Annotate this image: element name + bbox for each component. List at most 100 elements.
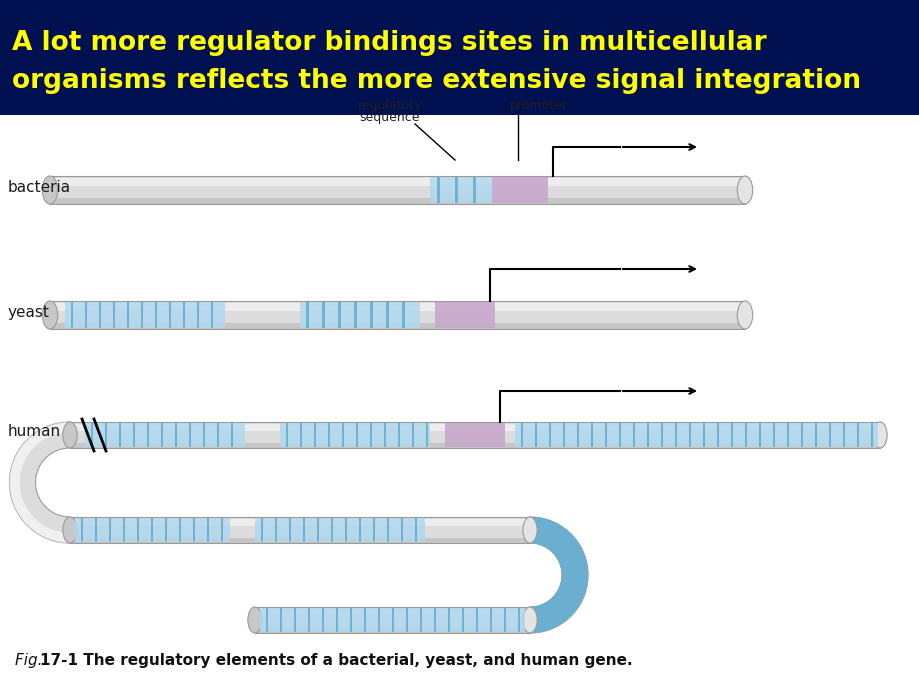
Polygon shape: [540, 604, 550, 629]
Polygon shape: [541, 604, 552, 629]
Polygon shape: [560, 585, 584, 595]
Polygon shape: [536, 518, 542, 544]
Polygon shape: [532, 518, 536, 543]
Polygon shape: [561, 564, 586, 570]
Polygon shape: [556, 592, 578, 607]
Polygon shape: [562, 577, 587, 580]
Polygon shape: [538, 519, 545, 544]
Polygon shape: [561, 560, 585, 567]
Polygon shape: [530, 517, 533, 543]
Polygon shape: [559, 551, 583, 562]
Polygon shape: [562, 574, 587, 575]
Polygon shape: [551, 598, 571, 617]
Polygon shape: [554, 595, 575, 611]
Polygon shape: [562, 577, 587, 580]
Polygon shape: [536, 607, 542, 632]
Polygon shape: [547, 602, 562, 624]
Polygon shape: [534, 607, 539, 633]
Ellipse shape: [42, 176, 58, 204]
Polygon shape: [550, 599, 568, 620]
Polygon shape: [529, 607, 531, 633]
Polygon shape: [562, 567, 587, 572]
Bar: [475, 608, 478, 632]
Bar: [146, 423, 149, 447]
Polygon shape: [562, 571, 587, 574]
Polygon shape: [562, 571, 587, 573]
Polygon shape: [529, 517, 531, 543]
Bar: [122, 518, 125, 542]
Bar: [397, 423, 400, 447]
Polygon shape: [532, 607, 536, 633]
Polygon shape: [537, 519, 544, 544]
Polygon shape: [532, 607, 536, 633]
Bar: [702, 423, 704, 447]
Text: human: human: [8, 424, 61, 440]
Bar: [302, 518, 305, 542]
Polygon shape: [561, 582, 585, 590]
Bar: [425, 423, 427, 447]
Polygon shape: [558, 549, 582, 562]
Polygon shape: [538, 606, 546, 631]
Polygon shape: [550, 599, 568, 620]
Polygon shape: [554, 538, 575, 555]
Polygon shape: [547, 526, 562, 549]
Polygon shape: [543, 604, 555, 628]
Polygon shape: [555, 593, 577, 609]
Polygon shape: [536, 518, 541, 544]
Polygon shape: [562, 572, 587, 574]
Polygon shape: [550, 530, 567, 551]
Polygon shape: [558, 589, 581, 603]
Polygon shape: [561, 582, 585, 590]
Polygon shape: [561, 580, 586, 586]
Polygon shape: [543, 604, 556, 627]
Polygon shape: [559, 553, 584, 564]
Polygon shape: [551, 533, 571, 553]
Polygon shape: [557, 546, 580, 560]
Polygon shape: [535, 607, 541, 632]
Polygon shape: [554, 595, 574, 613]
Polygon shape: [562, 579, 587, 583]
Polygon shape: [559, 586, 584, 598]
Polygon shape: [535, 607, 540, 632]
Polygon shape: [561, 583, 585, 591]
Polygon shape: [550, 600, 567, 620]
Polygon shape: [554, 594, 576, 611]
Bar: [813, 423, 816, 447]
Bar: [383, 423, 386, 447]
Bar: [472, 177, 475, 203]
Ellipse shape: [736, 176, 752, 204]
Polygon shape: [543, 523, 556, 546]
Polygon shape: [551, 598, 571, 617]
Polygon shape: [548, 528, 564, 549]
Polygon shape: [557, 544, 580, 559]
Bar: [307, 608, 310, 632]
Polygon shape: [557, 590, 581, 604]
Polygon shape: [9, 422, 70, 543]
Polygon shape: [561, 579, 587, 584]
Polygon shape: [561, 582, 586, 589]
Bar: [515, 423, 877, 447]
Polygon shape: [550, 531, 568, 551]
Polygon shape: [548, 528, 564, 549]
Polygon shape: [560, 555, 584, 564]
Polygon shape: [553, 595, 574, 613]
Polygon shape: [538, 519, 546, 544]
Polygon shape: [559, 586, 584, 597]
Polygon shape: [559, 586, 584, 597]
Bar: [221, 518, 223, 542]
Polygon shape: [550, 531, 569, 551]
Polygon shape: [562, 575, 587, 578]
Polygon shape: [534, 518, 539, 544]
Polygon shape: [544, 524, 558, 547]
Polygon shape: [536, 518, 542, 544]
Polygon shape: [542, 604, 553, 629]
Bar: [800, 423, 802, 447]
Polygon shape: [557, 590, 581, 603]
Polygon shape: [554, 595, 575, 612]
Polygon shape: [539, 520, 547, 544]
Polygon shape: [558, 589, 581, 602]
Polygon shape: [561, 580, 586, 586]
Polygon shape: [548, 527, 563, 549]
Polygon shape: [554, 539, 575, 555]
Polygon shape: [542, 522, 553, 546]
